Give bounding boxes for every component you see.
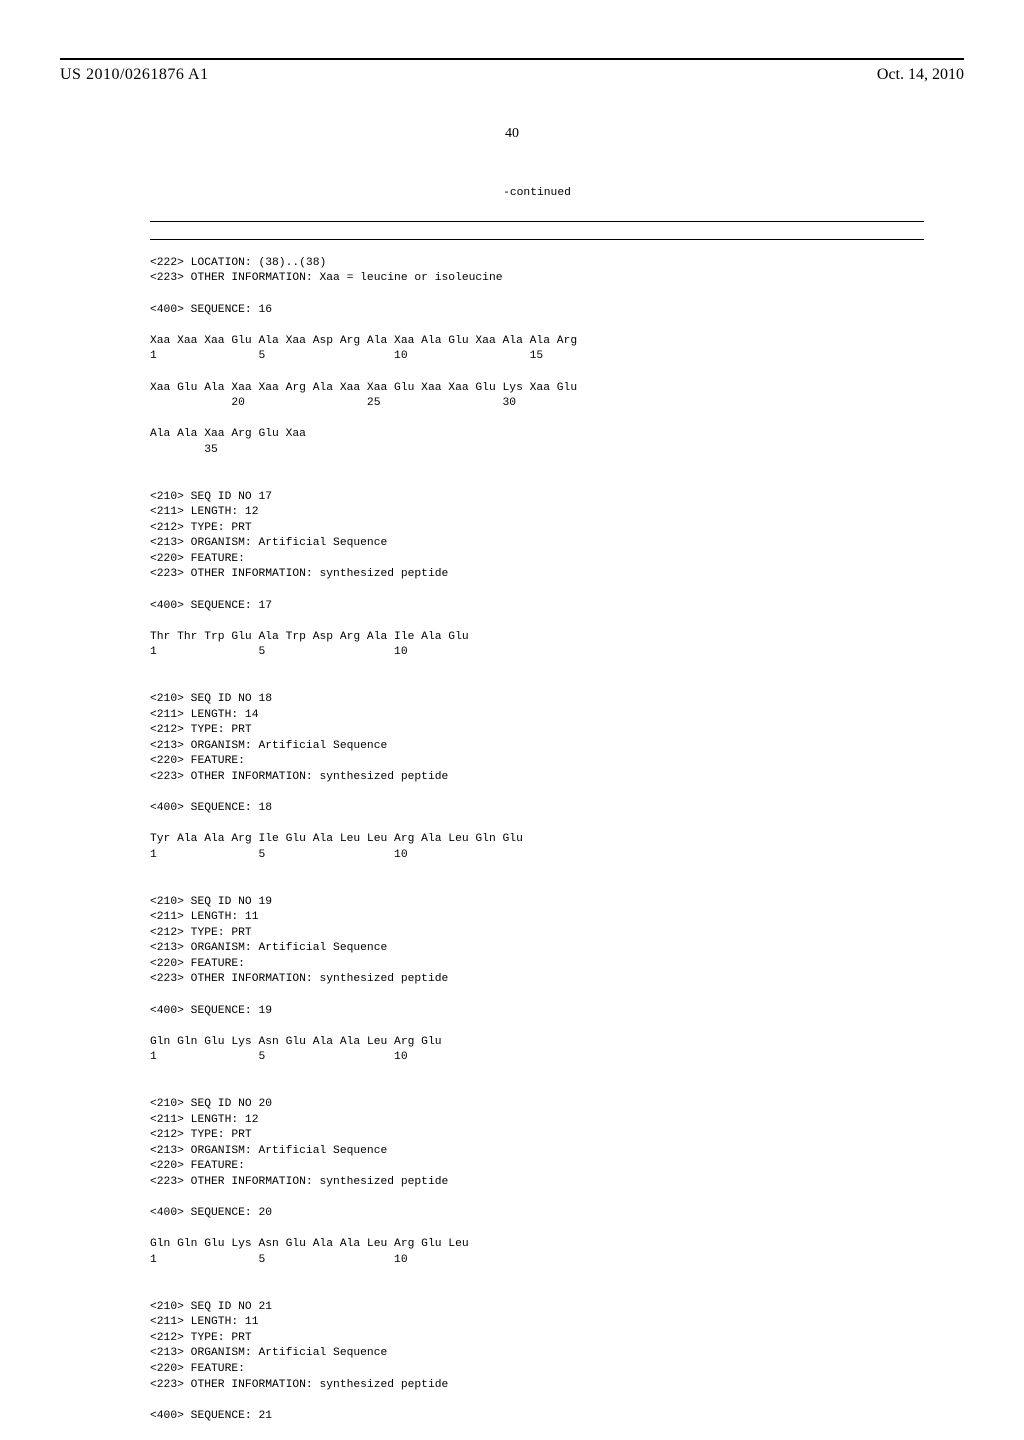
seq-18: <210> SEQ ID NO 18 <211> LENGTH: 14 <212… — [150, 692, 924, 879]
sequence-listing: -continued <222> LOCATION: (38)..(38) <2… — [150, 170, 924, 1440]
page-number: 40 — [60, 126, 964, 142]
publication-number: US 2010/0261876 A1 — [60, 66, 209, 84]
seq-19: <210> SEQ ID NO 19 <211> LENGTH: 11 <212… — [150, 895, 924, 1082]
listing-rule-top — [150, 221, 924, 222]
continued-label: -continued — [150, 186, 924, 202]
header-row: US 2010/0261876 A1 Oct. 14, 2010 — [60, 66, 964, 84]
header-rule — [60, 58, 964, 60]
publication-date: Oct. 14, 2010 — [877, 66, 964, 84]
seq-intro: <222> LOCATION: (38)..(38) <223> OTHER I… — [150, 256, 924, 474]
listing-rule-thin — [150, 239, 924, 240]
seq-17: <210> SEQ ID NO 17 <211> LENGTH: 12 <212… — [150, 490, 924, 677]
page-header: US 2010/0261876 A1 Oct. 14, 2010 40 — [0, 58, 1024, 142]
seq-20: <210> SEQ ID NO 20 <211> LENGTH: 12 <212… — [150, 1097, 924, 1284]
seq-21: <210> SEQ ID NO 21 <211> LENGTH: 11 <212… — [150, 1300, 924, 1425]
